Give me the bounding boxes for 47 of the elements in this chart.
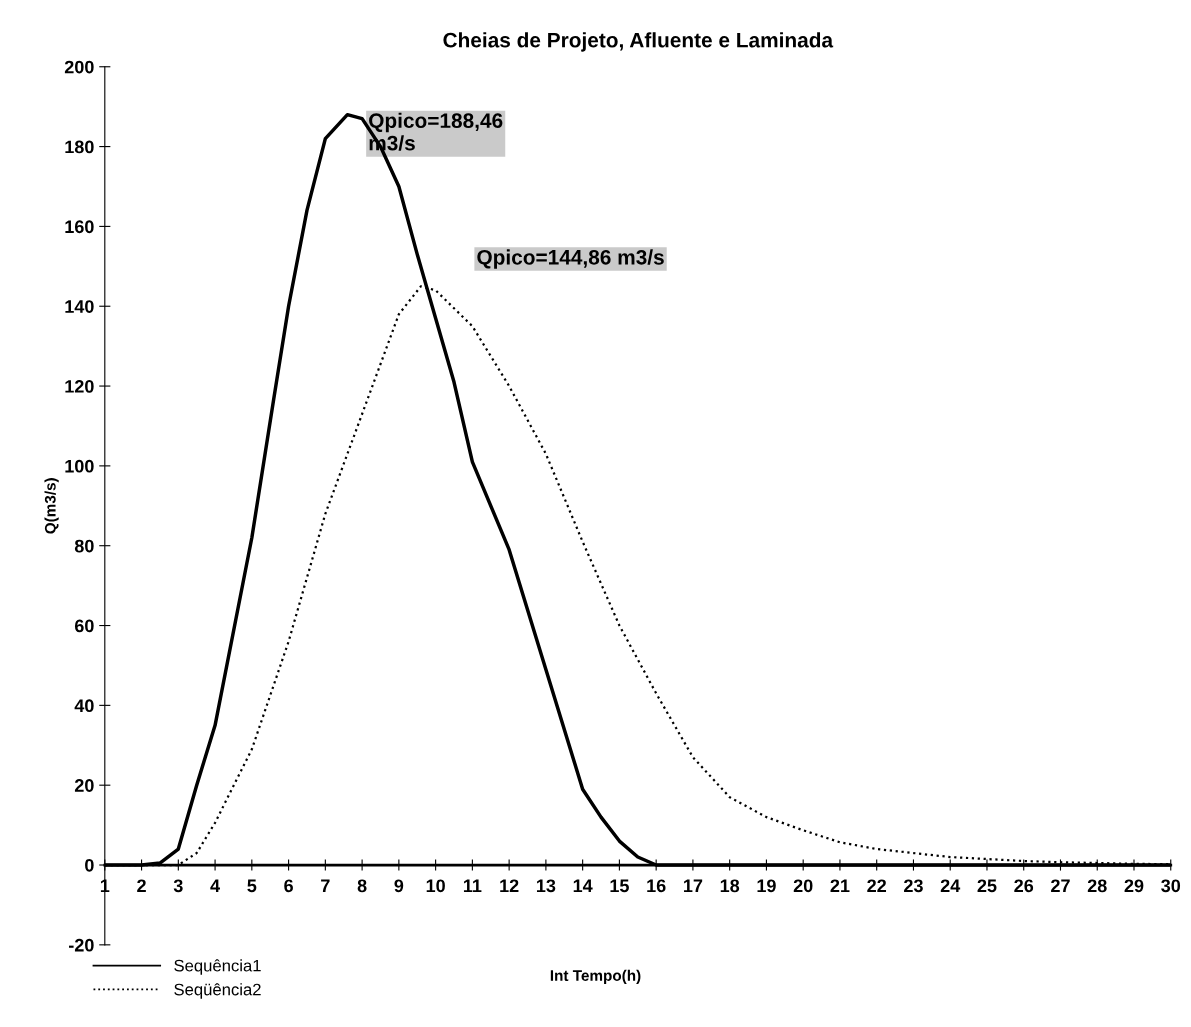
y-tick-label: 20 <box>74 779 94 792</box>
chart-title: Cheias de Projeto, Afluente e Laminada <box>443 32 834 52</box>
y-tick-label: 120 <box>65 379 94 393</box>
y-tick-label: 160 <box>65 220 94 234</box>
y-tick-label: 60 <box>74 619 94 633</box>
y-tick-label: 80 <box>74 539 94 553</box>
x-axis-title: Int Tempo(h) <box>550 969 641 984</box>
x-tick-label: 6 <box>284 879 293 893</box>
x-tick-label: 18 <box>720 879 740 893</box>
x-tick-label: 17 <box>684 879 703 892</box>
y-tick-label: 180 <box>65 140 94 154</box>
x-tick-label: 11 <box>463 879 482 892</box>
x-tick-label: 5 <box>247 879 257 893</box>
x-tick-label: 20 <box>793 879 813 893</box>
y-tick-label: 200 <box>64 60 94 74</box>
x-tick-label: 9 <box>394 879 404 893</box>
x-tick-label: 14 <box>573 879 593 892</box>
x-tick-label: 29 <box>1124 879 1144 893</box>
x-tick-label: 24 <box>940 879 961 892</box>
legend-label: Seqüência2 <box>174 983 261 999</box>
x-tick-label: 19 <box>757 879 776 893</box>
x-tick-label: 22 <box>867 879 887 892</box>
x-tick-label: 12 <box>500 879 519 892</box>
y-tick-label: 40 <box>74 699 94 713</box>
annotation: Qpico=144,86 m3/s <box>477 249 664 269</box>
x-tick-label: 10 <box>426 879 445 893</box>
x-tick-label: 4 <box>210 879 220 892</box>
x-tick-label: 2 <box>137 879 146 892</box>
x-tick-label: 25 <box>977 879 997 893</box>
x-tick-label: 3 <box>173 879 183 893</box>
y-tick-label: 140 <box>65 300 94 313</box>
x-tick-label: 16 <box>647 879 666 893</box>
x-tick-label: 27 <box>1051 879 1070 892</box>
x-tick-label: 26 <box>1014 879 1034 893</box>
x-tick-label: 28 <box>1087 879 1107 893</box>
x-tick-label: 7 <box>321 879 330 892</box>
x-tick-label: 15 <box>610 879 629 893</box>
legend-label: Sequência1 <box>174 959 261 975</box>
x-tick-label: 13 <box>536 879 556 893</box>
x-tick-label: 30 <box>1161 879 1181 893</box>
x-tick-label: 21 <box>830 879 850 892</box>
x-tick-label: 23 <box>904 879 923 893</box>
y-axis-title: Q(m3/s) <box>44 478 59 534</box>
y-tick-label: -20 <box>69 938 94 952</box>
y-tick-label: 100 <box>65 459 94 473</box>
y-tick-label: 0 <box>85 858 94 872</box>
x-tick-label: 8 <box>357 879 367 893</box>
